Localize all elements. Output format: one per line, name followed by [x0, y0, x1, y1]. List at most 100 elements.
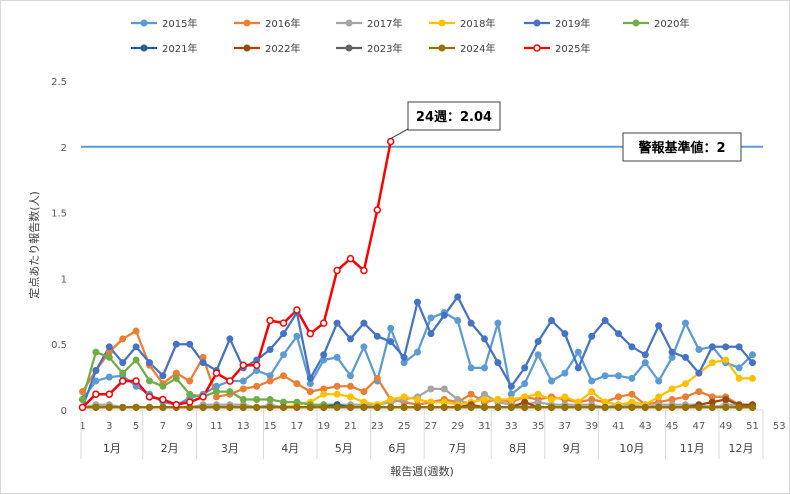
data-point	[387, 395, 395, 403]
data-point	[78, 403, 87, 412]
data-point	[239, 395, 247, 403]
data-point	[373, 332, 381, 340]
data-point	[588, 388, 596, 396]
data-point	[118, 377, 127, 385]
x-tick-label: 5	[133, 421, 139, 432]
data-point	[682, 380, 689, 388]
data-point	[105, 343, 113, 351]
data-point	[440, 403, 448, 411]
data-point	[454, 293, 462, 301]
data-point	[373, 206, 382, 214]
data-point	[146, 377, 153, 385]
data-point	[172, 374, 180, 382]
data-point	[481, 364, 488, 372]
data-point	[360, 388, 368, 396]
data-point	[722, 356, 730, 364]
data-point	[722, 343, 730, 351]
month-label: 12月	[729, 442, 754, 455]
data-point	[628, 343, 636, 351]
data-point	[186, 390, 194, 398]
data-point	[185, 398, 194, 406]
legend-label: 2022年	[265, 42, 300, 55]
x-tick-label: 1	[79, 421, 85, 432]
y-axis-title: 定点あたり報告数(人)	[27, 191, 41, 299]
data-point	[414, 348, 421, 356]
data-point	[212, 369, 221, 377]
data-point	[280, 372, 287, 380]
data-point	[333, 319, 341, 327]
legend-swatch-marker	[533, 19, 541, 27]
data-point	[280, 403, 287, 411]
data-point	[213, 403, 220, 411]
data-point	[467, 319, 475, 327]
legend-swatch-marker	[140, 19, 148, 27]
y-tick-label: 0.5	[51, 340, 67, 351]
month-label: 6月	[388, 442, 406, 455]
x-tick-label: 9	[187, 421, 193, 432]
data-point	[749, 351, 756, 359]
data-point	[239, 403, 247, 411]
data-point	[655, 377, 663, 385]
data-point	[641, 403, 649, 411]
data-point	[628, 390, 636, 398]
data-point	[159, 372, 167, 380]
data-point	[253, 395, 261, 403]
data-point	[145, 393, 154, 401]
data-point	[360, 319, 368, 327]
data-point	[79, 388, 86, 396]
data-point	[400, 403, 408, 411]
x-tick-label: 11	[210, 421, 223, 432]
data-point	[628, 403, 636, 411]
data-point	[588, 403, 596, 411]
data-point	[427, 403, 435, 411]
data-point	[641, 359, 649, 367]
data-point	[293, 380, 301, 388]
x-tick-label: 39	[585, 421, 598, 432]
data-point	[280, 351, 287, 359]
data-point	[494, 395, 502, 403]
x-tick-label: 27	[425, 421, 438, 432]
legend-swatch-marker	[533, 44, 541, 52]
data-point	[548, 403, 555, 411]
data-point	[252, 361, 261, 370]
data-point	[615, 393, 622, 401]
data-point	[306, 403, 314, 411]
data-point	[373, 403, 381, 411]
data-point	[467, 364, 475, 372]
data-point	[347, 335, 354, 343]
y-tick-label: 1.5	[51, 209, 67, 220]
data-point	[239, 361, 248, 370]
legend-swatch-marker	[345, 44, 353, 52]
data-point	[92, 390, 100, 398]
data-point	[481, 335, 488, 343]
legend-swatch-marker	[438, 19, 446, 27]
data-point	[92, 377, 100, 385]
data-point	[534, 338, 542, 346]
data-point	[172, 400, 181, 409]
data-point	[507, 382, 515, 390]
data-point	[132, 403, 140, 411]
data-point	[655, 393, 663, 401]
x-tick-label: 7	[160, 421, 166, 432]
data-point	[360, 343, 368, 351]
data-point	[226, 388, 234, 396]
data-point	[279, 319, 288, 327]
data-point	[360, 266, 368, 275]
data-point	[306, 329, 315, 338]
data-point	[119, 369, 127, 377]
data-point	[574, 403, 582, 411]
month-label: 1月	[103, 442, 121, 455]
data-point	[534, 403, 542, 411]
data-point	[319, 319, 328, 327]
y-tick-label: 0	[61, 406, 67, 417]
data-point	[574, 364, 582, 372]
data-point	[588, 377, 596, 385]
data-point	[186, 377, 194, 385]
data-point	[548, 317, 555, 325]
month-label: 9月	[563, 442, 581, 455]
data-point	[668, 403, 676, 411]
data-point	[105, 373, 113, 381]
data-point	[507, 395, 515, 403]
x-tick-label: 23	[371, 421, 384, 432]
data-point	[226, 403, 234, 411]
